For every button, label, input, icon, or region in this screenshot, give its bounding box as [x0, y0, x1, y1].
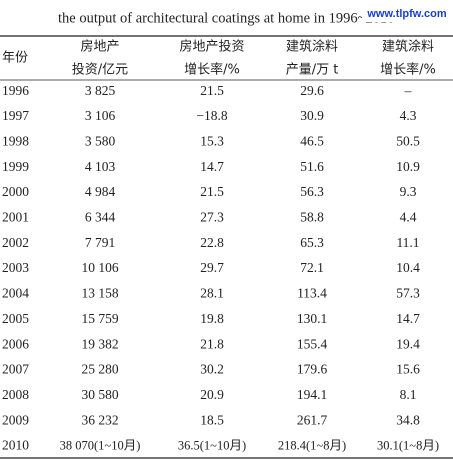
watermark-box: [362, 6, 452, 22]
table-cell: 1997: [2, 108, 29, 123]
table-cell: 2006: [2, 336, 29, 351]
table-cell: 2007: [2, 362, 29, 377]
table-cell: 30.9: [300, 108, 324, 123]
table-cell: 8.1: [400, 387, 417, 402]
table-cell: 20.9: [200, 387, 224, 402]
table-cell: 1996: [2, 83, 29, 98]
table-cell: 29.6: [300, 83, 324, 98]
table-cell: 29.7: [200, 260, 224, 275]
table-cell: 21.5: [200, 184, 224, 199]
table-cell: 46.5: [300, 133, 324, 148]
table-cell: 14.7: [396, 311, 420, 326]
table-cell: 36 232: [81, 412, 118, 427]
header-cell: 年份: [2, 51, 28, 66]
table-cell: 1999: [2, 159, 29, 174]
header-cell: 建筑涂料: [382, 39, 434, 55]
header-cell: 产量/万 t: [286, 63, 339, 78]
table-cell: 18.5: [200, 412, 224, 427]
table-cell: 113.4: [297, 286, 327, 301]
table-cell: 2010: [2, 438, 29, 453]
table-cell: 10 106: [81, 260, 118, 275]
table-cell: 57.3: [396, 286, 420, 301]
table-cell: 34.8: [396, 412, 420, 427]
table-cell: 155.4: [297, 336, 328, 351]
table-cell: 56.3: [300, 184, 324, 199]
table-cell: 3 106: [85, 108, 116, 123]
table-cell: 28.1: [200, 286, 224, 301]
table-cell: 19.8: [200, 311, 224, 326]
table-cell: 4 103: [85, 159, 116, 174]
table-cell: 1998: [2, 133, 29, 148]
header-cell: 投资/亿元: [72, 62, 128, 78]
table-cell: 194.1: [297, 387, 327, 402]
header-cell: 增长率/%: [184, 62, 240, 78]
table-cell: 15.3: [200, 133, 224, 148]
table-cell: 4.3: [400, 108, 417, 123]
table-cell: 2008: [2, 387, 29, 402]
table-cell: 11.1: [396, 235, 419, 250]
header-cell: 房地产: [80, 39, 119, 55]
header-cell: 房地产投资: [179, 39, 244, 55]
table-cell: 9.3: [400, 184, 417, 199]
table-cell: 36.5(1~10月): [178, 438, 246, 452]
table-cell: 7 791: [85, 235, 115, 250]
table-cell: 30.2: [200, 362, 224, 377]
table-cell: 15.6: [396, 362, 420, 377]
header-cell: 增长率/%: [380, 62, 436, 78]
table-cell: 30.1(1~8月): [377, 438, 439, 452]
table-cell: 22.8: [200, 235, 224, 250]
table-cell: 19.4: [396, 336, 420, 351]
table-cell: 2002: [2, 235, 29, 250]
table-cell: 30 580: [81, 387, 118, 402]
table-cell: 130.1: [297, 311, 327, 326]
table-cell: 2009: [2, 412, 29, 427]
table-cell: 6 344: [85, 210, 116, 225]
table-cell: 261.7: [297, 412, 328, 427]
table-cell: 21.8: [200, 336, 224, 351]
table-cell: 218.4(1~8月): [278, 438, 346, 452]
table-cell: 2004: [2, 286, 29, 301]
table-cell: 50.5: [396, 133, 420, 148]
table-cell: 2000: [2, 184, 29, 199]
table-cell: 2003: [2, 260, 29, 275]
table-cell: 25 280: [81, 362, 118, 377]
header-cell: 建筑涂料: [286, 39, 338, 55]
table-cell: 21.5: [200, 83, 224, 98]
table-cell: 38 070(1~10月): [60, 438, 141, 452]
table-cell: 3 580: [85, 133, 116, 148]
watermark: www.tlpfw.com: [366, 8, 446, 20]
table-cell: 3 825: [85, 83, 116, 98]
table-cell: 13 158: [81, 286, 118, 301]
table-cell: 179.6: [297, 362, 328, 377]
table-cell: 14.7: [200, 159, 224, 174]
table-cell: 58.8: [300, 210, 324, 225]
table-cell: 10.9: [396, 159, 420, 174]
table-cell: 2001: [2, 210, 29, 225]
table-cell: 10.4: [396, 260, 420, 275]
table-cell: 72.1: [300, 260, 324, 275]
table-cell: 27.3: [200, 210, 224, 225]
table-cell: 4 984: [85, 184, 116, 199]
table-cell: 2005: [2, 311, 29, 326]
table-cell: −18.8: [196, 108, 227, 123]
table-cell: –: [404, 83, 412, 98]
table-cell: 4.4: [400, 210, 417, 225]
title: the output of architectural coatings at …: [58, 10, 394, 26]
table-cell: 51.6: [300, 159, 324, 174]
table-cell: 15 759: [81, 311, 118, 326]
table-cell: 19 382: [81, 336, 118, 351]
table-cell: 65.3: [300, 235, 324, 250]
